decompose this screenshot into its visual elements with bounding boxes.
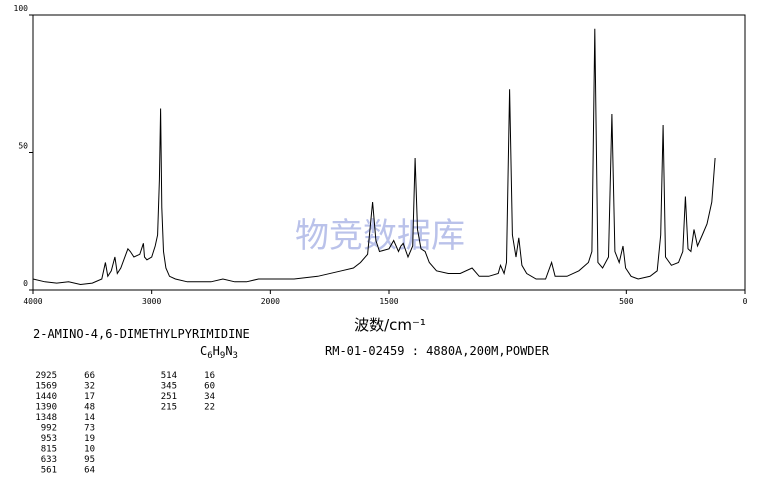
peak-intensity: 22 xyxy=(204,403,215,413)
x-tick-label: 3000 xyxy=(142,297,161,306)
peak-intensity: 34 xyxy=(204,392,215,402)
x-tick-label: 2000 xyxy=(261,297,280,306)
peak-intensity: 16 xyxy=(204,371,215,381)
x-tick-label: 1500 xyxy=(379,297,398,306)
formula-part: N xyxy=(225,344,232,358)
formula: C6H9N3 xyxy=(200,344,238,361)
peak-wavenumber: 1440 xyxy=(35,392,57,402)
formula-part: 3 xyxy=(233,351,238,361)
peak-intensity: 10 xyxy=(84,445,95,455)
peak-wavenumber: 1569 xyxy=(35,382,57,392)
x-tick-label: 0 xyxy=(743,297,748,306)
peak-wavenumber: 561 xyxy=(41,466,57,476)
chart-title: 2-AMINO-4,6-DIMETHYLPYRIMIDINE xyxy=(33,327,250,341)
peak-intensity: 73 xyxy=(84,424,95,434)
peak-intensity: 32 xyxy=(84,382,95,392)
sample-info: RM-01-02459 : 4880A,200M,POWDER xyxy=(325,344,550,358)
y-tick-label: 0 xyxy=(23,279,28,288)
peak-wavenumber: 1390 xyxy=(35,403,57,413)
x-tick-label: 4000 xyxy=(23,297,42,306)
peak-wavenumber: 953 xyxy=(41,434,57,444)
formula-part: H xyxy=(213,344,220,358)
watermark: 物竞数据库 xyxy=(295,216,465,256)
peak-wavenumber: 215 xyxy=(161,403,177,413)
peak-intensity: 48 xyxy=(84,403,95,413)
peak-intensity: 14 xyxy=(84,413,95,423)
peak-intensity: 95 xyxy=(84,455,95,465)
y-tick-label: 100 xyxy=(14,4,29,13)
formula-part: 9 xyxy=(220,351,225,361)
spectrum-line xyxy=(32,28,716,286)
formula-part: C xyxy=(200,344,207,358)
peak-intensity: 19 xyxy=(84,434,95,444)
peak-wavenumber: 345 xyxy=(161,382,177,392)
x-tick-label: 500 xyxy=(619,297,634,306)
peak-intensity: 66 xyxy=(84,371,95,381)
peak-wavenumber: 514 xyxy=(161,371,177,381)
peak-wavenumber: 1348 xyxy=(35,413,57,423)
y-tick-label: 50 xyxy=(18,142,28,151)
peak-wavenumber: 2925 xyxy=(35,371,57,381)
peak-intensity: 64 xyxy=(84,466,95,476)
peak-wavenumber: 992 xyxy=(41,424,57,434)
x-axis-label: 波数/cm⁻¹ xyxy=(354,316,426,334)
peak-wavenumber: 815 xyxy=(41,445,57,455)
formula-part: 6 xyxy=(207,351,212,361)
peak-wavenumber: 633 xyxy=(41,455,57,465)
peak-wavenumber: 251 xyxy=(161,392,177,402)
peak-intensity: 60 xyxy=(204,382,215,392)
peak-intensity: 17 xyxy=(84,392,95,402)
